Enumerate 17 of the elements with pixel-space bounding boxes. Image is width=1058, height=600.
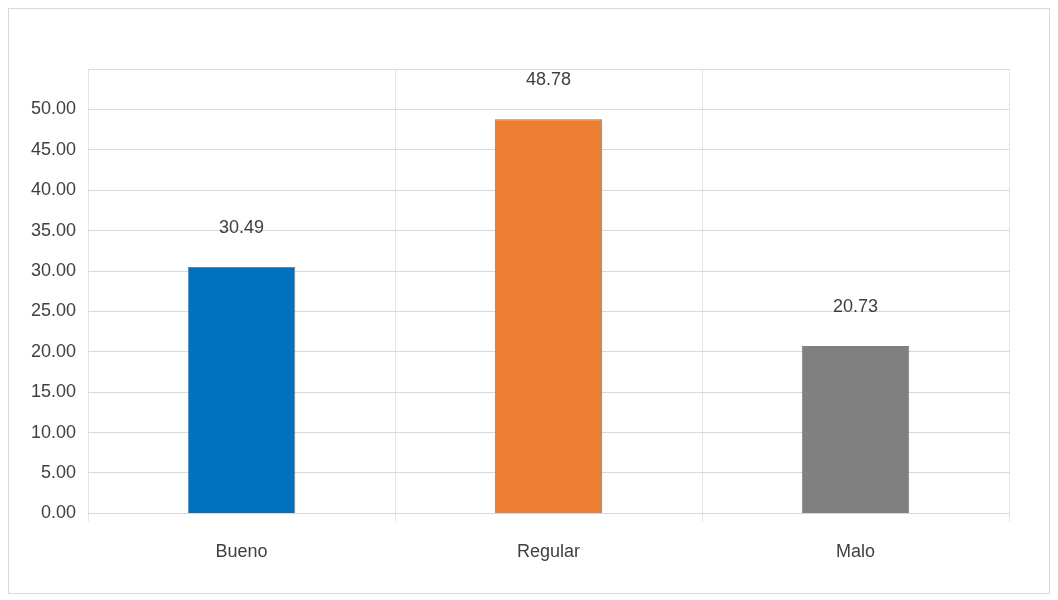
y-tick-label: 10.00 — [31, 421, 77, 442]
y-tick-label: 50.00 — [31, 98, 77, 119]
data-label: 48.78 — [526, 69, 572, 90]
y-tick-label: 20.00 — [31, 340, 77, 361]
x-tick-label: Bueno — [215, 541, 268, 562]
y-tick-label: 5.00 — [41, 461, 77, 482]
data-label: 20.73 — [832, 295, 879, 316]
x-tick-label: Regular — [517, 541, 581, 562]
y-tick-label: 35.00 — [31, 219, 77, 240]
y-tick-label: 30.00 — [31, 259, 77, 280]
y-tick-label: 0.00 — [41, 502, 77, 523]
x-tick-label: Malo — [836, 541, 876, 562]
y-tick-label: 45.00 — [31, 138, 77, 159]
y-tick-label: 25.00 — [31, 300, 77, 321]
y-tick-label: 15.00 — [31, 381, 77, 402]
data-label: 30.49 — [219, 217, 265, 238]
y-tick-label: 40.00 — [31, 179, 77, 200]
